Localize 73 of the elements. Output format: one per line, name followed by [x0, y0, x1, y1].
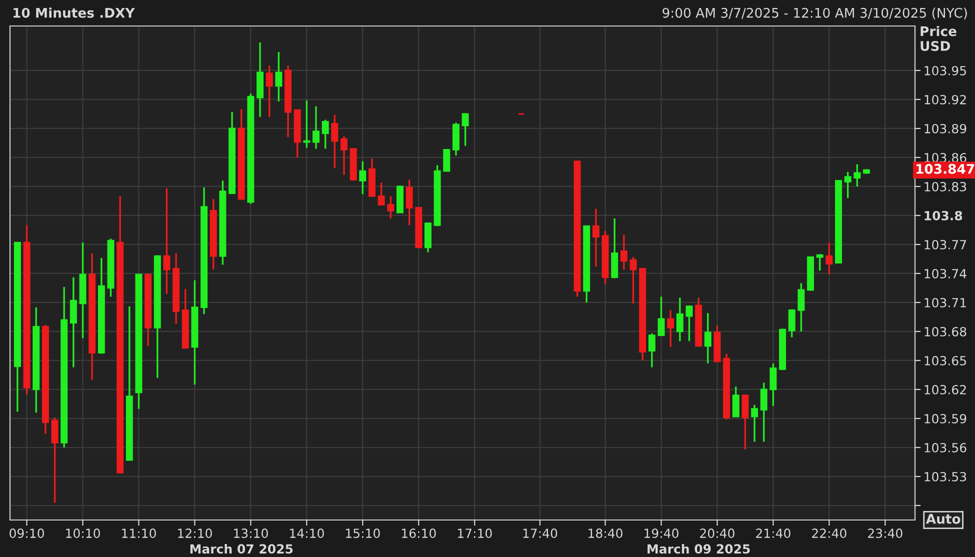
x-tick-label: 11:10: [122, 528, 156, 538]
y-tick-label: 103.77: [924, 240, 966, 250]
candlestick: [770, 362, 777, 407]
x-tick-label: 16:10: [402, 528, 436, 538]
candlestick: [648, 332, 656, 368]
text: 9:00 AM 3/7/2025 - 12:10 AM 3/10/2025 (NYC): [662, 8, 967, 20]
y-tick-label: 103.83: [924, 182, 966, 192]
x-tick-label: 17:10: [458, 528, 492, 538]
candlestick: [620, 234, 628, 270]
candlestick: [844, 171, 852, 199]
chart-title: 10 Minutes .DXY: [13, 8, 135, 18]
candlestick: [798, 282, 805, 332]
x-tick-label: 23:40: [868, 528, 902, 538]
candlestick: [312, 105, 320, 150]
x-tick-label: 17:40: [523, 528, 558, 538]
y-tick-label: 103.89: [924, 124, 966, 134]
candlestick: [816, 253, 824, 272]
y-tick-label: 103.62: [924, 384, 966, 394]
candlestick: [303, 100, 310, 149]
text: March 09 2025: [648, 544, 750, 554]
candlestick: [760, 382, 768, 443]
candlestick: [462, 112, 469, 147]
candlestick: [686, 304, 693, 342]
x-tick-label: 20:40: [700, 528, 734, 538]
candlestick: [732, 386, 740, 418]
y-tick-label: 103.95: [924, 66, 966, 76]
candlestick: [751, 404, 758, 443]
x-tick-label: 10:10: [66, 528, 100, 538]
x-tick-label: 09:10: [10, 528, 44, 538]
y-tick-label: 103.8: [924, 210, 962, 220]
candlestick: [266, 64, 273, 118]
candlestick: [406, 178, 413, 226]
text: March 07 2025: [190, 544, 293, 554]
candlestick: [163, 188, 170, 295]
candlestick: [51, 416, 58, 504]
candlestick: [676, 296, 684, 342]
y-tick-label: 103.56: [924, 442, 966, 452]
text: Auto: [926, 514, 960, 524]
y-axis-title: Price USD: [920, 26, 956, 51]
candlestick: [630, 256, 637, 304]
candlestick: [359, 160, 366, 196]
candlestick: [378, 182, 385, 206]
y-tick-label: 103.92: [924, 94, 966, 104]
candlestick: [826, 242, 833, 276]
candlestick: [742, 394, 749, 450]
x-tick-label: 12:10: [178, 528, 212, 538]
x-tick-label: 15:10: [346, 528, 380, 538]
candlestick: [322, 118, 329, 150]
candlestick: [331, 114, 338, 169]
candlestick: [854, 163, 861, 188]
x-tick-label: 19:40: [644, 528, 678, 538]
x-tick-label: 21:40: [756, 528, 790, 538]
candlestick: [387, 195, 394, 220]
candlestick: [704, 312, 712, 364]
y-tick-label: 103.74: [924, 268, 966, 278]
y-tick-label: 103.71: [924, 298, 966, 308]
text: 103.847: [916, 164, 974, 174]
candlestick: [443, 149, 450, 172]
candlestick: [70, 276, 77, 368]
y-tick-label: 103.53: [924, 472, 966, 482]
y-tick-label: 103.68: [924, 326, 966, 336]
candlestick: [592, 208, 600, 268]
candlestick: [788, 308, 796, 338]
candlestick: [658, 296, 665, 336]
candlestick: [667, 309, 674, 348]
x-tick-label: 18:40: [588, 528, 622, 538]
y-tick-label: 103.65: [924, 356, 966, 366]
candlestick: [275, 51, 282, 102]
x-tick-label: 22:40: [812, 528, 846, 538]
y-tick-label: 103.59: [924, 414, 966, 424]
x-tick-label: 13:10: [234, 528, 268, 538]
x-tick-label: 14:10: [290, 528, 324, 538]
candlestick: [340, 135, 348, 176]
